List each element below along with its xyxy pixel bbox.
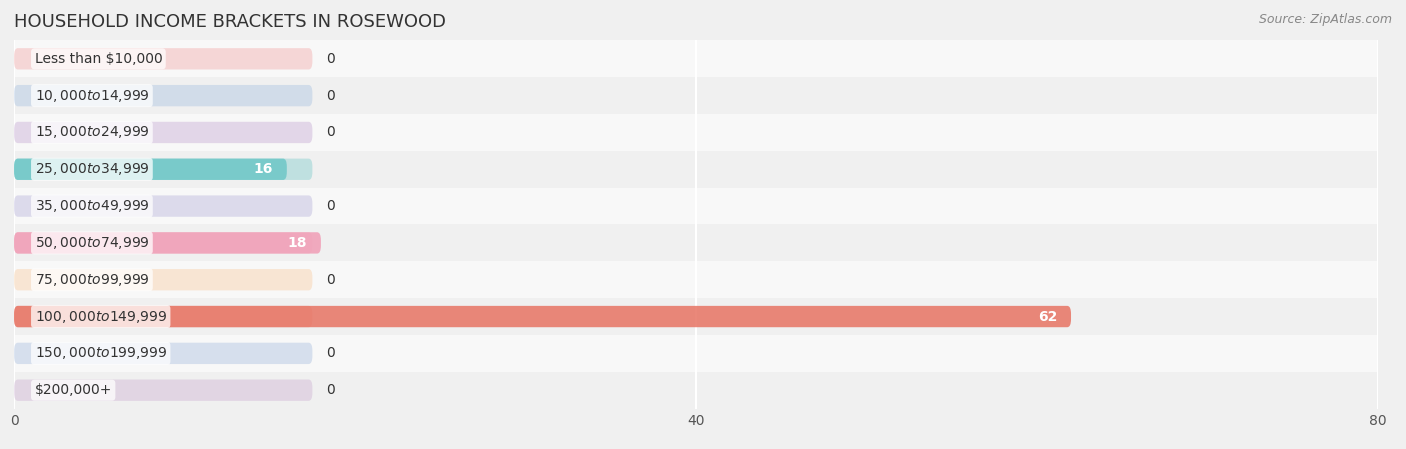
- FancyBboxPatch shape: [14, 158, 312, 180]
- FancyBboxPatch shape: [14, 85, 312, 106]
- FancyBboxPatch shape: [14, 122, 312, 143]
- Bar: [14, 151, 1378, 188]
- FancyBboxPatch shape: [14, 379, 312, 401]
- Bar: [14, 40, 1378, 77]
- Text: $35,000 to $49,999: $35,000 to $49,999: [35, 198, 149, 214]
- Text: 0: 0: [326, 199, 335, 213]
- Text: $100,000 to $149,999: $100,000 to $149,999: [35, 308, 167, 325]
- Bar: [14, 188, 1378, 224]
- Bar: [14, 261, 1378, 298]
- Text: HOUSEHOLD INCOME BRACKETS IN ROSEWOOD: HOUSEHOLD INCOME BRACKETS IN ROSEWOOD: [14, 13, 446, 31]
- FancyBboxPatch shape: [14, 232, 321, 254]
- Bar: [14, 372, 1378, 409]
- FancyBboxPatch shape: [14, 343, 312, 364]
- Text: $150,000 to $199,999: $150,000 to $199,999: [35, 345, 167, 361]
- Bar: [14, 298, 1378, 335]
- FancyBboxPatch shape: [14, 269, 312, 291]
- Text: 18: 18: [288, 236, 308, 250]
- Text: 0: 0: [326, 383, 335, 397]
- Text: 0: 0: [326, 52, 335, 66]
- Text: 62: 62: [1038, 309, 1057, 324]
- Text: 0: 0: [326, 346, 335, 361]
- FancyBboxPatch shape: [14, 158, 287, 180]
- Text: 0: 0: [326, 88, 335, 103]
- Text: $25,000 to $34,999: $25,000 to $34,999: [35, 161, 149, 177]
- Text: Less than $10,000: Less than $10,000: [35, 52, 162, 66]
- Text: $200,000+: $200,000+: [35, 383, 112, 397]
- Bar: [14, 335, 1378, 372]
- Bar: [14, 77, 1378, 114]
- Text: 0: 0: [326, 125, 335, 140]
- Text: $10,000 to $14,999: $10,000 to $14,999: [35, 88, 149, 104]
- Text: 16: 16: [254, 162, 273, 176]
- Text: $75,000 to $99,999: $75,000 to $99,999: [35, 272, 149, 288]
- Bar: [14, 114, 1378, 151]
- FancyBboxPatch shape: [14, 48, 312, 70]
- Bar: [14, 224, 1378, 261]
- Text: 0: 0: [326, 273, 335, 287]
- FancyBboxPatch shape: [14, 306, 1071, 327]
- FancyBboxPatch shape: [14, 232, 312, 254]
- FancyBboxPatch shape: [14, 306, 312, 327]
- Text: Source: ZipAtlas.com: Source: ZipAtlas.com: [1258, 13, 1392, 26]
- Text: $15,000 to $24,999: $15,000 to $24,999: [35, 124, 149, 141]
- FancyBboxPatch shape: [14, 195, 312, 217]
- Text: $50,000 to $74,999: $50,000 to $74,999: [35, 235, 149, 251]
